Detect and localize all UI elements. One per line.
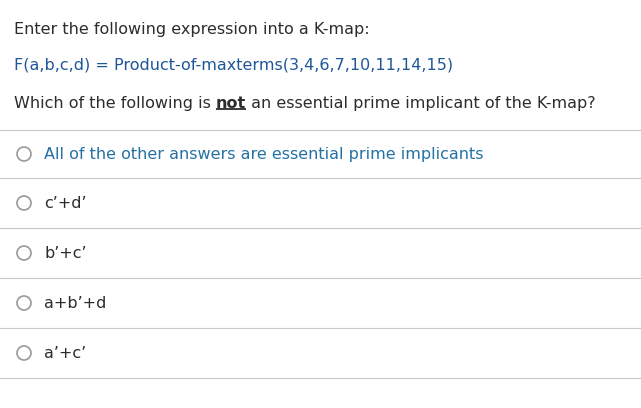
Text: a’+c’: a’+c’	[44, 346, 86, 361]
Text: an essential prime implicant of the K-map?: an essential prime implicant of the K-ma…	[246, 96, 596, 111]
Text: F(a,b,c,d) = Product-of-maxterms(3,4,6,7,10,11,14,15): F(a,b,c,d) = Product-of-maxterms(3,4,6,7…	[14, 58, 453, 73]
Text: c’+d’: c’+d’	[44, 195, 87, 211]
Text: b’+c’: b’+c’	[44, 246, 87, 260]
Text: Enter the following expression into a K-map:: Enter the following expression into a K-…	[14, 22, 370, 37]
Text: not: not	[216, 96, 246, 111]
Text: All of the other answers are essential prime implicants: All of the other answers are essential p…	[44, 146, 483, 162]
Text: a+b’+d: a+b’+d	[44, 295, 106, 310]
Text: Which of the following is: Which of the following is	[14, 96, 216, 111]
